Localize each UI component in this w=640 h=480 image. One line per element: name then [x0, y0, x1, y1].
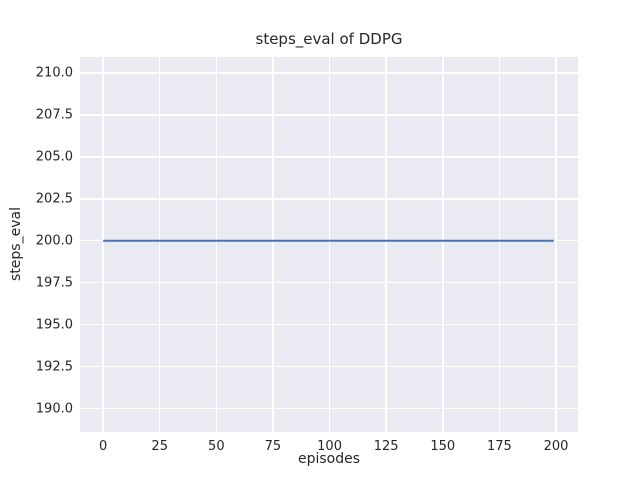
gridline-y: [80, 156, 578, 158]
gridline-y: [80, 407, 578, 410]
y-tick-label: 205.0: [35, 149, 73, 165]
gridline-x: [498, 57, 501, 432]
gridline-x: [328, 57, 331, 432]
y-tick-label: 195.0: [35, 317, 73, 333]
gridline-y: [80, 323, 578, 326]
gridline-x: [158, 57, 161, 432]
y-tick-label: 197.5: [35, 275, 73, 291]
y-tick-label: 192.5: [35, 359, 73, 375]
gridline-x: [272, 57, 274, 432]
gridline-y: [80, 198, 578, 200]
x-tick-label: 50: [208, 439, 225, 454]
x-tick-label: 175: [486, 439, 512, 454]
x-tick-label: 200: [543, 439, 569, 454]
x-tick-label: 125: [373, 439, 399, 454]
y-tick-label: 200.0: [35, 233, 73, 249]
gridline-y: [80, 365, 578, 368]
gridline-x: [102, 57, 104, 432]
gridline-x: [215, 57, 218, 432]
y-tick-label: 202.5: [35, 191, 73, 207]
series-layer: [103, 239, 554, 242]
gridline-x: [555, 57, 557, 432]
x-tick-label: 75: [264, 439, 282, 454]
x-axis-label: episodes: [297, 451, 361, 467]
gridline-y: [80, 114, 578, 116]
y-tick-label: 190.0: [35, 401, 73, 416]
chart-title: steps_eval of DDPG: [255, 30, 403, 48]
x-tick-label: 25: [151, 439, 168, 454]
gridline-y: [80, 72, 578, 74]
gridline-x: [385, 57, 387, 432]
y-axis-label: steps_eval: [8, 207, 24, 281]
y-tick-label: 210.0: [35, 65, 73, 81]
plot-area: [80, 57, 578, 432]
gridline-x: [442, 57, 444, 432]
y-tick-label: 207.5: [35, 107, 73, 123]
x-tick-label: 150: [430, 439, 456, 454]
x-tick-label: 0: [98, 439, 108, 454]
gridline-y: [80, 281, 578, 284]
x-tick-label: 100: [317, 439, 342, 454]
